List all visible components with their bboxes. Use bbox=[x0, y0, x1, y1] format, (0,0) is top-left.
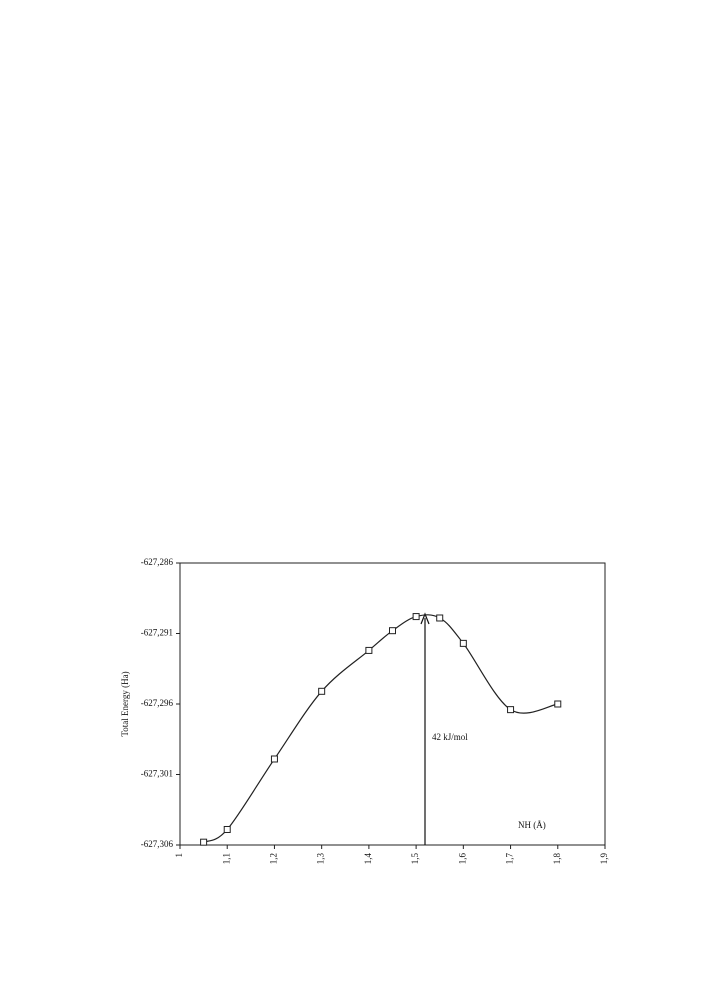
marker bbox=[507, 706, 515, 714]
x-tick-label: 1,5 bbox=[410, 853, 420, 865]
x-tick-label: 1,6 bbox=[457, 853, 467, 865]
marker bbox=[459, 639, 467, 647]
x-tick-label: 1,4 bbox=[363, 853, 373, 865]
x-axis-label: NH (Å) bbox=[518, 820, 546, 830]
x-tick-label: 1 bbox=[174, 853, 184, 858]
marker bbox=[365, 646, 373, 654]
marker bbox=[270, 755, 278, 763]
x-tick-label: 1,1 bbox=[221, 853, 231, 864]
x-tick-label: 1,7 bbox=[505, 853, 515, 865]
line bbox=[203, 614, 558, 843]
arrow-head bbox=[420, 612, 430, 625]
marker bbox=[318, 687, 326, 695]
y-tick-label: -627,296 bbox=[141, 698, 174, 708]
y-tick-label: -627,301 bbox=[141, 769, 173, 779]
marker bbox=[436, 614, 444, 622]
annotation: 42 kJ/mol bbox=[432, 732, 468, 742]
y-axis-label: Total Energy (Ha) bbox=[120, 671, 130, 736]
y-tick-label: -627,286 bbox=[141, 557, 174, 567]
x-tick-label: 1,8 bbox=[552, 853, 562, 865]
y-tick-label: -627,306 bbox=[141, 839, 174, 849]
x-tick-label: 1,3 bbox=[316, 853, 326, 865]
plot-frame bbox=[179, 562, 606, 846]
x-tick-label: 1,2 bbox=[269, 853, 279, 864]
y-tick-label: -627,291 bbox=[141, 628, 173, 638]
marker bbox=[223, 825, 231, 833]
marker bbox=[200, 838, 208, 846]
marker bbox=[389, 627, 396, 635]
marker bbox=[554, 700, 562, 708]
marker bbox=[412, 613, 420, 621]
x-tick-label: 1,9 bbox=[599, 853, 609, 865]
